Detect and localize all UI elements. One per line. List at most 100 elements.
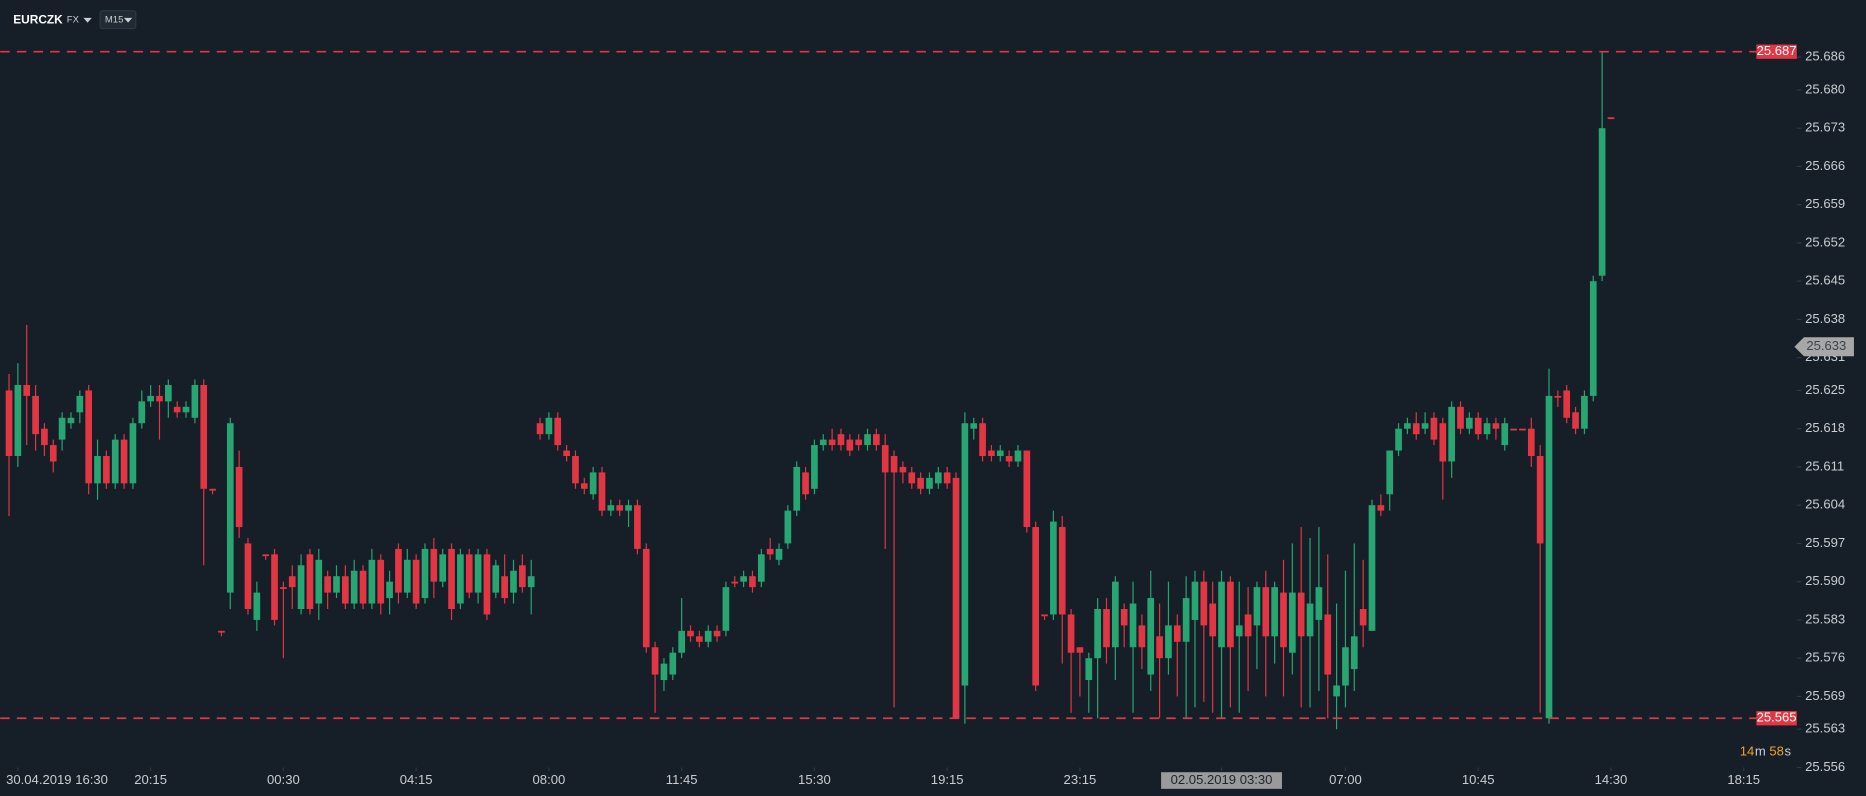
candle-body [138, 401, 146, 424]
x-tick-label: 04:15 [400, 772, 433, 787]
candle-body [775, 548, 783, 560]
countdown-minutes: 14 [1740, 743, 1755, 758]
y-tick-label: 25.673 [1805, 120, 1845, 135]
candle-body [757, 554, 765, 582]
candle-body [315, 559, 323, 604]
candle-body [1129, 603, 1137, 648]
candle-body [412, 559, 420, 604]
last-price-tag [1794, 337, 1854, 357]
x-tick-label: 20:15 [134, 772, 167, 787]
y-tick-label: 25.604 [1805, 497, 1845, 512]
candle-body [271, 554, 278, 620]
candle-body [1253, 587, 1261, 626]
candle-body [403, 559, 411, 593]
candle-body [359, 570, 367, 604]
candle-body [1050, 521, 1057, 615]
candle-body [1041, 614, 1048, 617]
candle-body [988, 450, 995, 457]
candle-body [793, 466, 801, 511]
candle-body [1359, 608, 1367, 626]
candle-body [616, 505, 624, 511]
timeframe-button[interactable] [99, 10, 137, 30]
candle-body [1138, 625, 1146, 648]
candle-body [722, 587, 730, 631]
candle-body [1191, 581, 1199, 620]
candle-body [1412, 423, 1420, 435]
candle-body [1324, 614, 1332, 675]
candle-body [1058, 527, 1066, 615]
candle-body [1032, 527, 1040, 686]
candle-body [1430, 417, 1438, 440]
candle-body [156, 395, 163, 402]
timeframe-dropdown-arrow[interactable] [123, 17, 133, 23]
candle-body [483, 554, 491, 615]
candle-body [430, 548, 438, 582]
y-tick-label: 25.611 [1805, 458, 1844, 473]
candle-body [855, 439, 862, 446]
y-tick-label: 25.563 [1805, 721, 1845, 736]
candle-body [696, 636, 703, 642]
candle-body [421, 548, 429, 599]
y-tick-label: 25.590 [1805, 573, 1845, 588]
countdown-seconds-unit: s [1784, 743, 1791, 758]
candle-body [873, 434, 880, 446]
candle-body [1377, 505, 1385, 511]
candle-body [1386, 450, 1394, 495]
candle-body [1598, 128, 1606, 276]
candle-body [749, 576, 756, 588]
candle-body [147, 395, 154, 402]
candle-body [386, 581, 393, 599]
candle-body [1554, 395, 1562, 398]
candle-body [173, 406, 181, 413]
candle-body [1395, 428, 1402, 451]
symbol[interactable]: EURCZK [13, 12, 63, 26]
candle-body [943, 472, 951, 484]
x-tick-label: 10:45 [1462, 772, 1495, 787]
candle-body [660, 663, 668, 681]
high-line-label: 25.687 [1757, 43, 1797, 58]
y-tick-label: 25.569 [1805, 688, 1845, 703]
candle-body [58, 417, 66, 440]
x-tick-label: 02.05.2019 03:30 [1171, 772, 1273, 787]
y-tick-label: 25.659 [1805, 196, 1845, 211]
candle-body [846, 439, 854, 451]
y-tick-label: 25.556 [1805, 759, 1845, 774]
candle-body [1023, 450, 1031, 528]
candle-body [766, 548, 774, 555]
y-tick-label: 25.597 [1805, 535, 1845, 550]
candle-body [519, 565, 526, 588]
candle-body [713, 630, 721, 637]
timeframe[interactable]: M15 [105, 15, 123, 26]
candle-body [1510, 428, 1517, 431]
candle-body [342, 576, 349, 604]
high-line-tag [1756, 44, 1797, 59]
candle-body [262, 554, 270, 557]
candle-body [350, 570, 358, 604]
candle-body [554, 417, 562, 446]
candle-body [474, 554, 482, 593]
countdown-seconds: 58 [1769, 743, 1784, 758]
candle-body [49, 445, 57, 462]
candle-body [1519, 428, 1526, 431]
candle-body [120, 439, 128, 484]
candle-body [1005, 456, 1013, 462]
candle-body [934, 472, 942, 484]
candle-body [1156, 636, 1163, 659]
market[interactable]: FX [67, 15, 80, 26]
x-tick-label: 11:45 [666, 772, 698, 787]
candle-body [103, 456, 110, 484]
candle-body [563, 450, 570, 457]
candle-body [297, 565, 305, 609]
market-dropdown-arrow[interactable] [83, 17, 92, 23]
x-tick-label: 19:15 [931, 772, 964, 787]
candle-body [996, 450, 1004, 457]
candle-body [926, 477, 933, 489]
low-line-label: 25.565 [1757, 710, 1797, 725]
candle-body [1607, 117, 1615, 120]
candle-body [41, 428, 48, 446]
candle-body [607, 505, 615, 511]
candle-body [368, 559, 376, 604]
candle-body [1563, 390, 1571, 418]
candle-body [1589, 281, 1597, 396]
candle-body [1244, 614, 1252, 637]
